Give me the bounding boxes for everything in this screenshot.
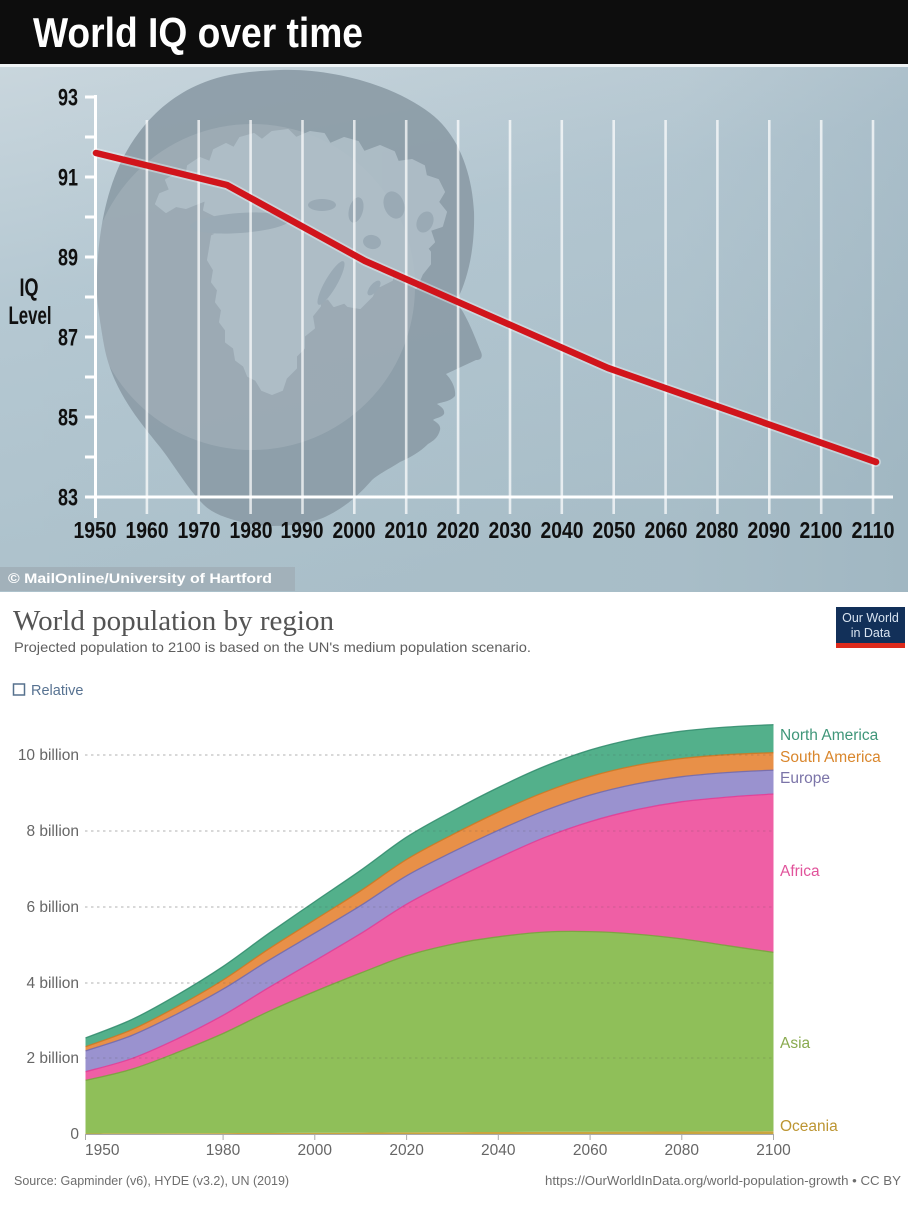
- svg-text:2080: 2080: [696, 517, 739, 543]
- svg-text:2060: 2060: [573, 1142, 608, 1159]
- svg-text:World IQ over time: World IQ over time: [33, 9, 363, 56]
- svg-text:North America: North America: [780, 727, 879, 744]
- svg-text:2050: 2050: [593, 517, 636, 543]
- svg-text:IQ: IQ: [20, 274, 39, 302]
- svg-text:2000: 2000: [333, 517, 376, 543]
- svg-text:0: 0: [70, 1126, 79, 1143]
- svg-text:87: 87: [58, 325, 78, 352]
- svg-text:2040: 2040: [481, 1142, 516, 1159]
- svg-text:1950: 1950: [74, 517, 117, 543]
- svg-text:Africa: Africa: [780, 863, 820, 880]
- svg-text:Europe: Europe: [780, 770, 830, 787]
- svg-text:85: 85: [58, 405, 78, 432]
- svg-text:2010: 2010: [385, 517, 428, 543]
- svg-text:6 billion: 6 billion: [26, 899, 79, 916]
- svg-text:2080: 2080: [665, 1142, 700, 1159]
- svg-text:World population by region: World population by region: [13, 606, 334, 637]
- svg-text:2100: 2100: [800, 517, 843, 543]
- svg-text:2060: 2060: [645, 517, 688, 543]
- svg-text:Projected population to 2100 i: Projected population to 2100 is based on…: [14, 639, 531, 655]
- svg-text:2100: 2100: [756, 1142, 791, 1159]
- svg-text:91: 91: [58, 165, 78, 192]
- svg-text:2030: 2030: [489, 517, 532, 543]
- svg-text:in Data: in Data: [851, 626, 891, 640]
- svg-text:93: 93: [58, 85, 78, 112]
- svg-text:1980: 1980: [230, 517, 273, 543]
- svg-text:Level: Level: [9, 302, 52, 330]
- svg-text:2 billion: 2 billion: [26, 1050, 79, 1067]
- svg-text:https://OurWorldInData.org/wor: https://OurWorldInData.org/world-populat…: [545, 1174, 902, 1188]
- svg-text:1970: 1970: [178, 517, 221, 543]
- svg-text:Source: Gapminder (v6), HYDE (: Source: Gapminder (v6), HYDE (v3.2), UN …: [14, 1174, 289, 1188]
- svg-text:2090: 2090: [748, 517, 791, 543]
- svg-text:Relative: Relative: [31, 683, 83, 699]
- svg-text:South America: South America: [780, 749, 881, 766]
- svg-text:89: 89: [58, 245, 78, 272]
- svg-text:8 billion: 8 billion: [26, 823, 79, 840]
- svg-text:Our World: Our World: [842, 611, 899, 625]
- svg-text:10 billion: 10 billion: [18, 747, 79, 764]
- svg-text:Asia: Asia: [780, 1035, 811, 1052]
- svg-text:2020: 2020: [389, 1142, 424, 1159]
- svg-text:2020: 2020: [437, 517, 480, 543]
- svg-text:1950: 1950: [85, 1142, 120, 1159]
- svg-text:2110: 2110: [852, 517, 895, 543]
- svg-text:© MailOnline/University of Har: © MailOnline/University of Hartford: [8, 570, 272, 586]
- svg-text:2040: 2040: [541, 517, 584, 543]
- svg-text:1990: 1990: [281, 517, 324, 543]
- svg-text:2000: 2000: [298, 1142, 333, 1159]
- svg-text:83: 83: [58, 485, 78, 512]
- svg-text:4 billion: 4 billion: [26, 975, 79, 992]
- svg-text:Oceania: Oceania: [780, 1118, 838, 1135]
- svg-text:1980: 1980: [206, 1142, 241, 1159]
- svg-text:1960: 1960: [126, 517, 169, 543]
